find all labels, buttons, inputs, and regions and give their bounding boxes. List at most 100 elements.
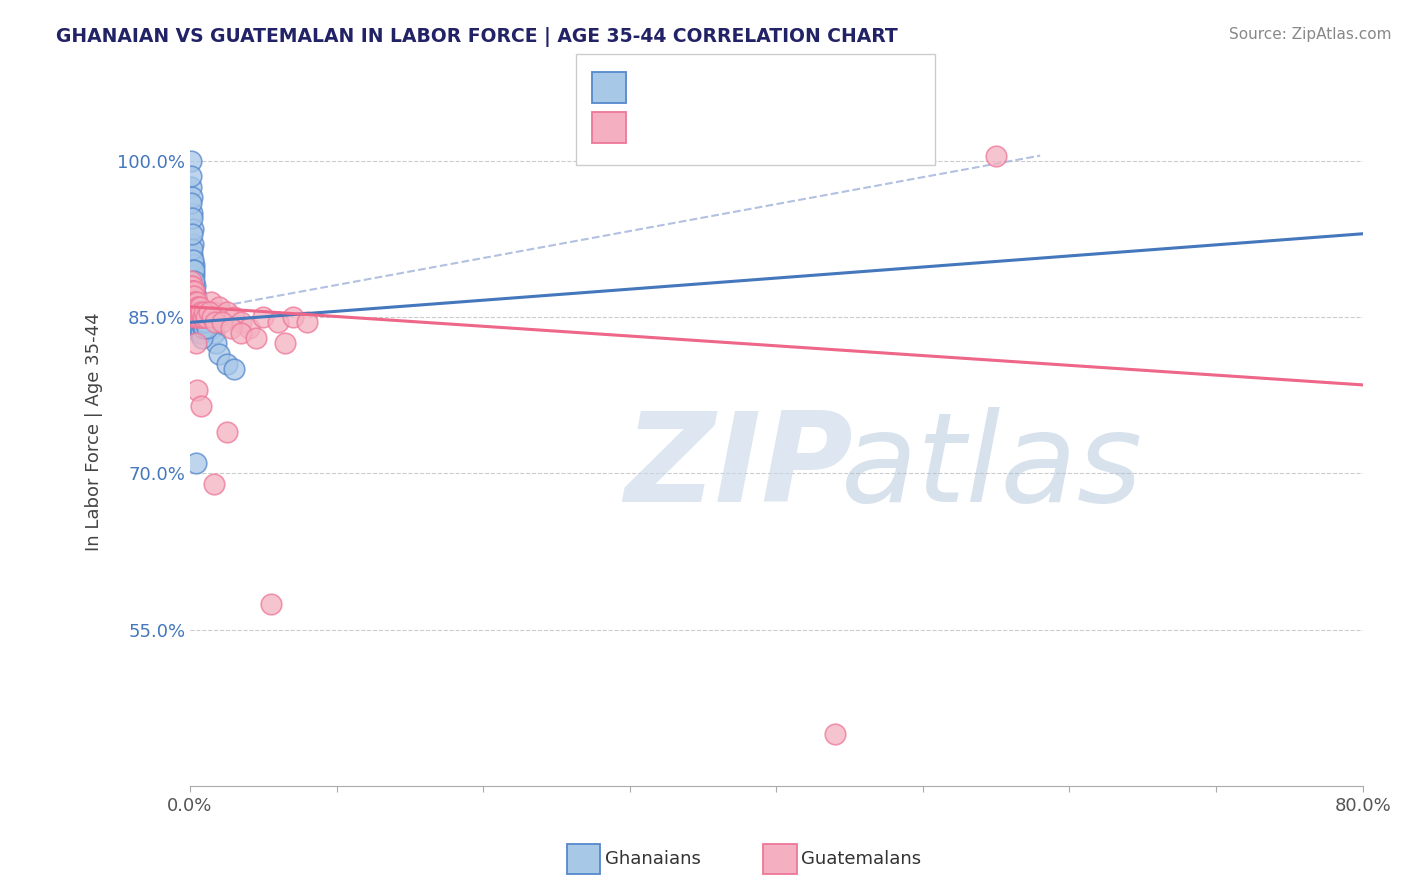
Point xyxy=(190,305,212,319)
Text: 0.122: 0.122 xyxy=(668,77,731,95)
Point xyxy=(188,310,211,325)
Point xyxy=(188,310,211,325)
Point xyxy=(180,153,202,168)
Point xyxy=(198,305,221,319)
Point xyxy=(183,289,205,303)
Point xyxy=(186,310,208,325)
Point xyxy=(194,315,217,329)
Point xyxy=(184,294,207,309)
Text: Ghanaians: Ghanaians xyxy=(605,850,700,868)
Point xyxy=(180,211,202,226)
Point xyxy=(184,305,207,319)
Point xyxy=(183,274,205,288)
Point xyxy=(195,320,218,334)
Point xyxy=(180,278,202,293)
Point xyxy=(219,320,242,334)
Point xyxy=(195,310,218,325)
Text: R =: R = xyxy=(630,77,669,95)
Point xyxy=(183,300,205,314)
Point xyxy=(186,315,208,329)
Point xyxy=(190,315,212,329)
Point xyxy=(187,315,209,329)
Point xyxy=(184,294,207,309)
Point xyxy=(186,310,208,325)
Point xyxy=(201,310,224,325)
Point xyxy=(191,320,214,334)
Point xyxy=(184,336,207,351)
Point xyxy=(215,357,238,371)
Point xyxy=(188,300,211,314)
Point xyxy=(181,274,204,288)
Point xyxy=(194,315,217,329)
Point xyxy=(186,305,208,319)
Point xyxy=(194,305,217,319)
Point xyxy=(183,263,205,277)
Point xyxy=(183,289,205,303)
Point xyxy=(184,300,207,314)
Point xyxy=(186,310,208,325)
Point xyxy=(186,383,208,397)
Point xyxy=(191,315,214,329)
Point xyxy=(186,310,208,325)
Point xyxy=(193,315,215,329)
Point xyxy=(181,284,204,298)
Text: atlas: atlas xyxy=(841,407,1143,528)
Point xyxy=(188,326,211,340)
Point xyxy=(188,320,211,334)
Point xyxy=(197,315,219,329)
Point xyxy=(194,310,217,325)
Point xyxy=(181,247,204,261)
Point xyxy=(231,326,253,340)
Point xyxy=(245,331,267,345)
Point xyxy=(200,294,222,309)
Point xyxy=(186,305,208,319)
Point xyxy=(186,456,208,470)
Point xyxy=(181,263,204,277)
Point xyxy=(186,305,208,319)
Point xyxy=(267,315,290,329)
Point xyxy=(181,300,204,314)
Point xyxy=(180,284,202,298)
Point xyxy=(184,300,207,314)
Point xyxy=(208,300,231,314)
Point xyxy=(186,294,208,309)
Text: N = 83: N = 83 xyxy=(738,77,806,95)
Point xyxy=(187,300,209,314)
Point xyxy=(186,300,208,314)
Point xyxy=(187,310,209,325)
Point xyxy=(187,315,209,329)
Point xyxy=(191,315,214,329)
Point xyxy=(215,425,238,439)
Point xyxy=(986,148,1008,162)
Point xyxy=(181,278,204,293)
Point xyxy=(824,727,846,741)
Point xyxy=(231,315,253,329)
Point xyxy=(193,310,215,325)
Point xyxy=(187,300,209,314)
Point xyxy=(195,310,218,325)
Text: ZIP: ZIP xyxy=(624,407,852,528)
Point xyxy=(181,227,204,241)
Point xyxy=(183,289,205,303)
Point xyxy=(204,315,226,329)
Point xyxy=(191,310,214,325)
Point xyxy=(181,243,204,257)
Point xyxy=(187,326,209,340)
Text: N = 73: N = 73 xyxy=(738,117,806,135)
Point xyxy=(188,305,211,319)
Point xyxy=(180,190,202,204)
Point xyxy=(188,305,211,319)
Point xyxy=(183,284,205,298)
Point xyxy=(197,310,219,325)
Point xyxy=(181,294,204,309)
Point xyxy=(184,300,207,314)
Point xyxy=(188,305,211,319)
Point xyxy=(198,310,221,325)
Point xyxy=(183,310,205,325)
Point xyxy=(297,315,319,329)
Point xyxy=(183,258,205,272)
Point xyxy=(215,305,238,319)
Point xyxy=(187,320,209,334)
Point xyxy=(222,362,245,376)
Point xyxy=(181,300,204,314)
